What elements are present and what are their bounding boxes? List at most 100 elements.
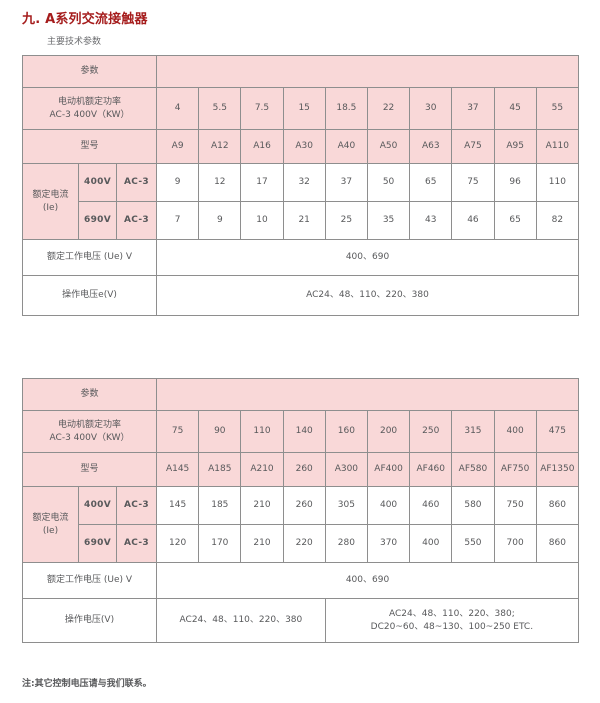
table2-row-label-power: 电动机额定功率 AC-3 400V（KW） (21, 410, 158, 453)
table2-cell-current400-3: 210 (240, 486, 284, 525)
cell-current400-10: 110 (535, 163, 579, 202)
table2-cell-model-4: 260 (282, 452, 326, 487)
cell-control-voltage-value: AC24、48、110、220、380 (156, 275, 579, 316)
cell-power-7: 30 (409, 87, 453, 130)
cell-current690-9: 65 (493, 201, 537, 240)
table2-cell-current400-1: 145 (156, 486, 200, 525)
table-row-control-voltage: 操作电压e(V) AC24、48、110、220、380 (21, 275, 579, 316)
table2-cell-power-7: 250 (409, 410, 453, 453)
cell-model-2: A12 (198, 129, 242, 164)
row-label-400v-ac3: AC-3 (115, 163, 158, 202)
table2-cell-power-3: 110 (240, 410, 284, 453)
table2-cell-model-7: AF460 (409, 452, 453, 487)
table2-cell-control-voltage-right: AC24、48、110、220、380; DC20~60、48~130、100~… (324, 598, 579, 643)
table2-row-model: 型号 A145 A185 A210 260 A300 AF400 AF460 A… (21, 452, 579, 487)
table2-cell-power-2: 90 (198, 410, 242, 453)
table2-cell-model-3: A210 (240, 452, 284, 487)
table2-cell-power-5: 160 (324, 410, 368, 453)
row-label-690v-ac3: AC-3 (115, 201, 158, 240)
table2-cell-model-9: AF750 (493, 452, 537, 487)
page-subtitle: 主要技术参数 (47, 37, 102, 47)
current-label-line2: (Ie) (42, 202, 59, 213)
table-row-model: 型号 A9 A12 A16 A30 A40 A50 A63 A75 A95 A1… (21, 129, 579, 164)
cell-current690-2: 9 (198, 201, 242, 240)
table2-row-current-400v: 额定电流 (Ie) 400V AC-3 145 185 210 260 305 … (22, 486, 579, 563)
cell-model-9: A95 (493, 129, 537, 164)
table2-cell-current690-1: 120 (156, 524, 200, 563)
table2-current-label-line2: (Ie) (42, 525, 59, 536)
cell-power-10: 55 (535, 87, 579, 130)
page-title: 九. A系列交流接触器 (22, 12, 148, 27)
table2-cell-current400-9: 750 (493, 486, 537, 525)
cell-power-9: 45 (493, 87, 537, 130)
table2-cell-current690-6: 370 (366, 524, 411, 563)
table2-cell-model-6: AF400 (366, 452, 411, 487)
table2-cell-power-10: 475 (535, 410, 579, 453)
table2-cell-current690-2: 170 (198, 524, 242, 563)
row-label-rated-voltage: 额定工作电压 (Ue) V (21, 239, 158, 276)
table2-cell-power-6: 200 (366, 410, 411, 453)
spec-table-1: 参数 电动机额定功率 AC-3 400V（KW） 4 5.5 7.5 15 18… (21, 55, 579, 316)
table-row-current-690v: 690V AC-3 7 9 10 21 25 35 43 46 65 82 (23, 201, 579, 240)
table2-cell-current690-9: 700 (493, 524, 537, 563)
cell-current690-1: 7 (156, 201, 200, 240)
cell-current690-5: 25 (324, 201, 368, 240)
table2-current-label-line1: 额定电流 (32, 513, 69, 524)
table2-cell-model-10: AF1350 (535, 452, 579, 487)
cell-current400-9: 96 (493, 163, 537, 202)
table2-cell-current690-5: 280 (324, 524, 368, 563)
table2-cell-model-2: A185 (198, 452, 242, 487)
cell-model-5: A40 (324, 129, 368, 164)
control-voltage-right-line1: AC24、48、110、220、380; (388, 609, 515, 620)
table2-cell-current400-10: 860 (535, 486, 579, 525)
cell-current690-8: 46 (451, 201, 495, 240)
table2-cell-current400-5: 305 (324, 486, 368, 525)
param-spacer-cell (156, 55, 579, 88)
table2-row-label-model: 型号 (21, 452, 158, 487)
table2-cell-model-1: A145 (156, 452, 200, 487)
row-label-model: 型号 (21, 129, 158, 164)
cell-current400-4: 32 (282, 163, 326, 202)
table-row-param: 参数 (21, 55, 579, 88)
cell-model-4: A30 (282, 129, 326, 164)
table2-row-label-param: 参数 (21, 378, 158, 411)
table2-cell-control-voltage-left: AC24、48、110、220、380 (156, 598, 326, 643)
table2-row-power: 电动机额定功率 AC-3 400V（KW） 75 90 110 140 160 … (21, 410, 579, 453)
table2-cell-power-8: 315 (451, 410, 495, 453)
table2-cell-current400-4: 260 (282, 486, 326, 525)
table-row-power: 电动机额定功率 AC-3 400V（KW） 4 5.5 7.5 15 18.5 … (21, 87, 579, 130)
table2-cell-current690-4: 220 (282, 524, 326, 563)
cell-power-5: 18.5 (324, 87, 368, 130)
cell-current400-6: 50 (366, 163, 411, 202)
row-label-control-voltage: 操作电压e(V) (21, 275, 158, 316)
table2-row-label-690v-ac3: AC-3 (115, 524, 158, 563)
cell-model-7: A63 (409, 129, 453, 164)
table-row-rated-voltage: 额定工作电压 (Ue) V 400、690 (21, 239, 579, 276)
table2-cell-current690-3: 210 (240, 524, 284, 563)
table2-row-current-690v: 690V AC-3 120 170 210 220 280 370 400 55… (23, 524, 579, 563)
cell-power-1: 4 (156, 87, 200, 130)
table-row-current-400v: 额定电流 (Ie) 400V AC-3 9 12 17 32 37 50 65 … (22, 163, 579, 240)
table2-power-label-line2: AC-3 400V（KW） (49, 432, 130, 443)
power-label-line2: AC-3 400V（KW） (49, 109, 130, 120)
cell-model-8: A75 (451, 129, 495, 164)
cell-power-2: 5.5 (198, 87, 242, 130)
table2-cell-power-1: 75 (156, 410, 200, 453)
control-voltage-right-line2: DC20~60、48~130、100~250 ETC. (370, 621, 534, 632)
table2-param-spacer-cell (156, 378, 579, 411)
cell-power-6: 22 (366, 87, 411, 130)
spec-table-2: 参数 电动机额定功率 AC-3 400V（KW） 75 90 110 140 1… (21, 378, 579, 643)
table2-row-label-current: 额定电流 (Ie) (22, 486, 79, 563)
table2-row-label-400v: 400V (78, 486, 117, 525)
cell-current690-3: 10 (240, 201, 284, 240)
table2-row-label-690v: 690V (78, 524, 117, 563)
power-label-line1: 电动机额定功率 (58, 97, 122, 108)
cell-current400-3: 17 (240, 163, 284, 202)
table2-row-rated-voltage: 额定工作电压 (Ue) V 400、690 (21, 562, 579, 599)
table2-cell-current690-10: 860 (535, 524, 579, 563)
cell-current690-7: 43 (409, 201, 453, 240)
table2-power-label-line1: 电动机额定功率 (58, 420, 122, 431)
cell-current400-2: 12 (198, 163, 242, 202)
table2-row-control-voltage: 操作电压(V) AC24、48、110、220、380 AC24、48、110、… (21, 598, 579, 643)
table2-row-label-control-voltage: 操作电压(V) (21, 598, 158, 643)
